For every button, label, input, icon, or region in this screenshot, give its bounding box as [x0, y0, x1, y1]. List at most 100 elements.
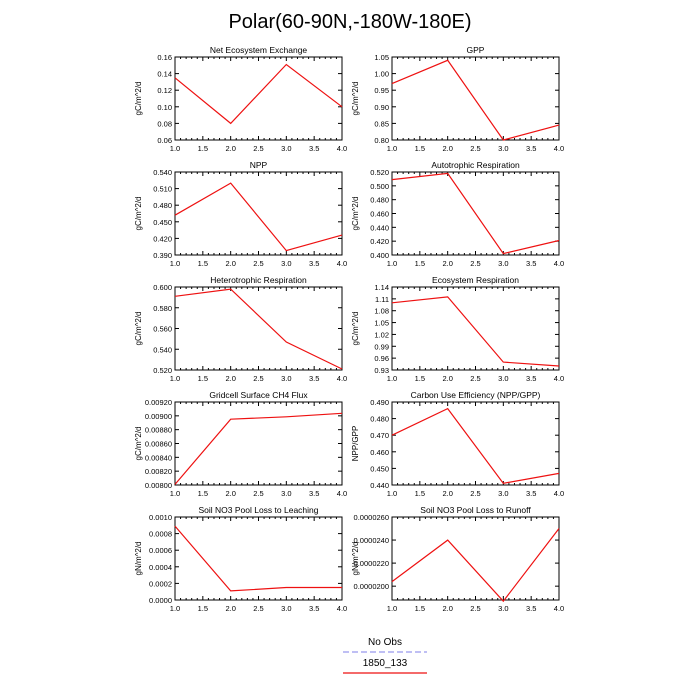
y-tick-label: 0.12 [157, 86, 172, 95]
x-tick-label: 2.0 [225, 259, 235, 268]
y-tick-label: 0.520 [370, 168, 389, 177]
y-tick-label: 0.390 [153, 251, 172, 260]
y-axis-label: gC/m^2/d [134, 427, 143, 461]
x-tick-label: 1.0 [170, 144, 180, 153]
x-tick-label: 3.0 [498, 604, 508, 613]
y-tick-label: 0.14 [157, 70, 172, 79]
y-tick-label: 0.450 [370, 464, 389, 473]
series-line-1850-133 [391, 407, 560, 484]
y-tick-label: 0.0000 [149, 596, 172, 605]
x-tick-label: 3.5 [309, 489, 319, 498]
x-tick-label: 2.0 [442, 489, 452, 498]
chart-title: Soil NO3 Pool Loss to Runoff [420, 505, 531, 515]
chart-title: Gridcell Surface CH4 Flux [209, 390, 308, 400]
x-tick-label: 3.0 [498, 374, 508, 383]
y-tick-label: 0.08 [157, 119, 172, 128]
y-axis-label: gC/m^2/d [134, 312, 143, 346]
chart-title: Carbon Use Efficiency (NPP/GPP) [411, 390, 541, 400]
x-tick-label: 4.0 [554, 259, 564, 268]
x-tick-label: 2.0 [225, 144, 235, 153]
y-tick-label: 0.80 [374, 136, 389, 145]
y-tick-label: 0.0010 [149, 513, 172, 522]
y-tick-label: 0.560 [153, 325, 172, 334]
x-tick-label: 3.0 [498, 489, 508, 498]
x-tick-label: 3.5 [526, 374, 536, 383]
y-tick-label: 0.85 [374, 119, 389, 128]
y-tick-label: 0.96 [374, 354, 389, 363]
chart-panel-8: Carbon Use Efficiency (NPP/GPP) 1.0 1.5 2.0… [351, 390, 564, 498]
x-tick-label: 4.0 [554, 144, 564, 153]
y-tick-label: 0.0000260 [354, 513, 389, 522]
x-tick-label: 4.0 [337, 144, 347, 153]
x-tick-label: 2.5 [470, 144, 480, 153]
plot-frame [174, 286, 343, 371]
x-tick-label: 1.5 [198, 604, 208, 613]
chart-title: NPP [250, 160, 268, 170]
y-tick-label: 0.470 [370, 431, 389, 440]
x-tick-label: 2.5 [470, 489, 480, 498]
series-line-1850-133 [174, 525, 342, 592]
x-tick-label: 3.5 [309, 604, 319, 613]
x-tick-label: 3.5 [526, 144, 536, 153]
y-tick-label: 0.540 [153, 168, 172, 177]
x-tick-label: 1.0 [170, 604, 180, 613]
x-tick-label: 2.5 [253, 489, 263, 498]
y-tick-label: 0.06 [157, 136, 172, 145]
y-tick-label: 1.14 [374, 283, 389, 292]
y-tick-label: 0.440 [370, 481, 389, 490]
series-line-1850-133 [174, 182, 343, 252]
x-tick-label: 1.5 [415, 604, 425, 613]
series-line-1850-133 [391, 59, 560, 141]
x-tick-label: 2.5 [253, 259, 263, 268]
y-tick-label: 0.00820 [145, 467, 172, 476]
y-axis-label: gN/m^2/d [351, 542, 360, 576]
x-tick-label: 3.5 [526, 489, 536, 498]
x-tick-label: 2.5 [253, 374, 263, 383]
x-tick-label: 3.5 [309, 374, 319, 383]
x-tick-label: 2.0 [225, 604, 235, 613]
y-tick-label: 0.0002 [149, 579, 172, 588]
chart-panel-4: Autotrophic Respiration 1.0 1.5 2.0 2.5 3.0 3.… [351, 160, 564, 268]
y-tick-label: 0.420 [153, 234, 172, 243]
y-axis-label: gC/m^2/d [351, 82, 360, 116]
x-tick-label: 2.5 [470, 374, 480, 383]
x-tick-label: 1.0 [387, 259, 397, 268]
y-tick-label: 0.400 [370, 251, 389, 260]
y-axis-label: gN/m^2/d [134, 542, 143, 576]
x-tick-label: 3.5 [526, 604, 536, 613]
x-tick-label: 2.0 [225, 489, 235, 498]
x-tick-label: 1.5 [415, 489, 425, 498]
y-tick-label: 0.520 [153, 366, 172, 375]
y-tick-label: 0.16 [157, 53, 172, 62]
figure-title: Polar(60-90N,-180W-180E) [228, 11, 471, 33]
y-tick-label: 0.0000200 [354, 582, 389, 591]
y-tick-label: 0.480 [370, 196, 389, 205]
y-tick-label: 0.00880 [145, 426, 172, 435]
y-tick-label: 0.510 [153, 185, 172, 194]
y-tick-label: 0.460 [370, 448, 389, 457]
x-tick-label: 1.0 [170, 489, 180, 498]
y-tick-label: 0.500 [370, 182, 389, 191]
series-line-1850-133 [391, 172, 560, 255]
y-tick-label: 1.00 [374, 70, 389, 79]
chart-title: Net Ecosystem Exchange [210, 45, 308, 55]
y-tick-label: 0.600 [153, 283, 172, 292]
chart-panel-3: NPP 1.0 1.5 2.0 2.5 3.0 3.5 4.0 0.390 0.420 0.450 0… [134, 160, 347, 268]
x-tick-label: 1.5 [415, 144, 425, 153]
plot-frame [391, 401, 560, 486]
x-tick-label: 1.5 [415, 259, 425, 268]
x-tick-label: 3.0 [281, 259, 291, 268]
plot-frame [391, 286, 560, 371]
x-tick-label: 1.5 [198, 489, 208, 498]
chart-panel-9: Soil NO3 Pool Loss to Leaching 1.0 1.5 2.0 2… [134, 505, 347, 613]
x-tick-label: 1.5 [415, 374, 425, 383]
x-tick-label: 3.5 [309, 144, 319, 153]
y-tick-label: 0.440 [370, 223, 389, 232]
x-tick-label: 2.0 [225, 374, 235, 383]
y-tick-label: 0.490 [370, 398, 389, 407]
x-tick-label: 1.5 [198, 144, 208, 153]
chart-title: Ecosystem Respiration [432, 275, 519, 285]
x-tick-label: 2.5 [253, 144, 263, 153]
y-tick-label: 0.0004 [149, 563, 172, 572]
